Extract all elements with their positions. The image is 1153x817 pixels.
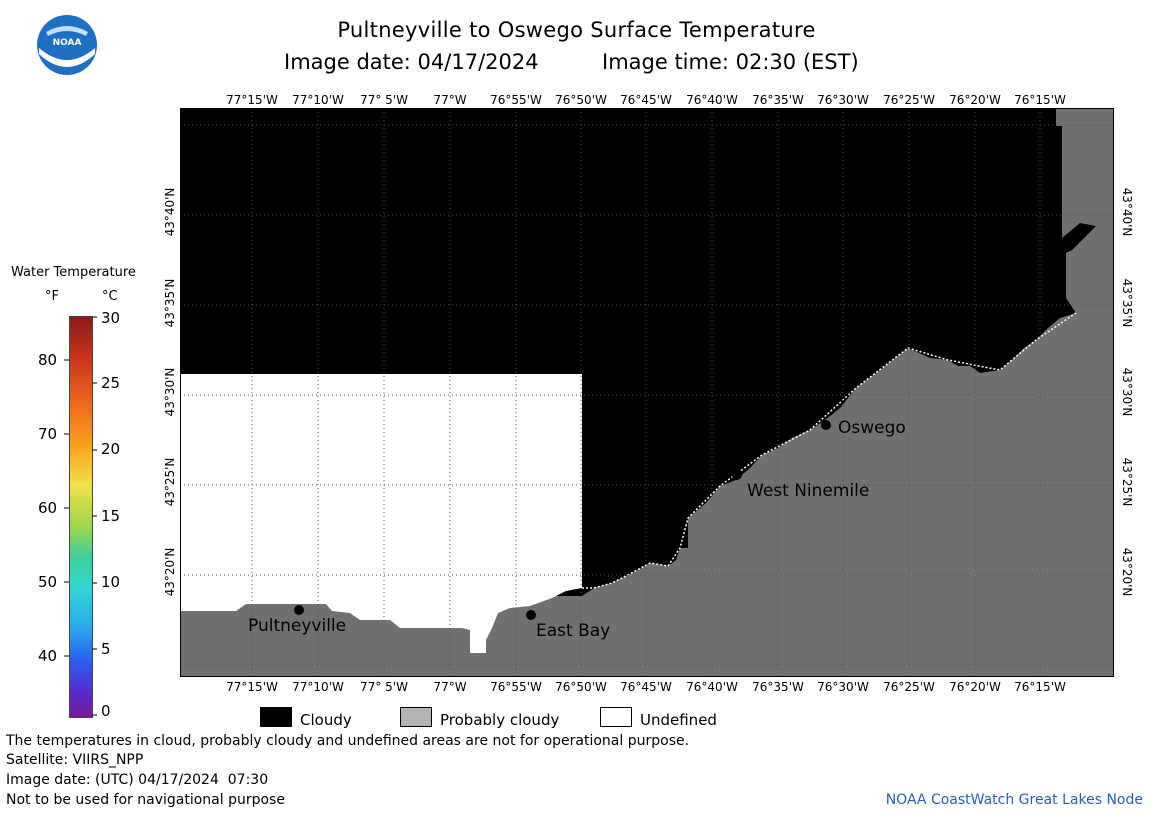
lon-label-bottom: 76°30'W <box>817 680 869 694</box>
scale-unit-c: °C <box>102 289 118 304</box>
temperature-color-bar <box>69 316 93 718</box>
lon-label-top: 77°15'W <box>226 93 278 107</box>
lon-label-bottom: 77°W <box>433 680 467 694</box>
scale-c-tick: 30 <box>101 309 121 327</box>
scale-c-tick: 25 <box>101 374 121 392</box>
satellite-text: Satellite: VIIRS_NPP <box>6 752 144 768</box>
lon-label-top: 77° 5'W <box>360 93 408 107</box>
map-area <box>180 108 1114 677</box>
undefined-region <box>180 374 582 653</box>
image-time: Image time: 02:30 (EST) <box>602 50 859 74</box>
lon-label-bottom: 77°15'W <box>226 680 278 694</box>
lon-label-bottom: 77° 5'W <box>360 680 408 694</box>
lon-label-top: 76°45'W <box>620 93 672 107</box>
lon-label-top: 76°35'W <box>752 93 804 107</box>
lat-label-left: 43°20'N <box>163 547 177 597</box>
lat-label-left: 43°25'N <box>163 457 177 507</box>
lon-label-bottom: 76°15'W <box>1014 680 1066 694</box>
lon-label-top: 76°25'W <box>883 93 935 107</box>
scale-f-tick: 70 <box>38 425 58 443</box>
lat-label-right: 43°40'N <box>1120 187 1134 237</box>
utc-date-text: Image date: (UTC) 04/17/2024 07:30 <box>6 772 269 788</box>
lat-label-right: 43°35'N <box>1120 278 1134 328</box>
scale-ticks <box>64 316 97 716</box>
lon-label-top: 76°55'W <box>490 93 542 107</box>
lon-label-top: 76°15'W <box>1014 93 1066 107</box>
disclaimer-text: The temperatures in cloud, probably clou… <box>6 733 690 749</box>
lat-label-left: 43°30'N <box>163 367 177 417</box>
lon-label-top: 76°40'W <box>686 93 738 107</box>
lon-label-top: 76°30'W <box>817 93 869 107</box>
logo-text: NOAA <box>53 38 82 48</box>
key-label-probably-cloudy: Probably cloudy <box>440 711 560 729</box>
lon-label-bottom: 76°35'W <box>752 680 804 694</box>
lon-label-top: 77°10'W <box>292 93 344 107</box>
lon-label-top: 76°20'W <box>949 93 1001 107</box>
city-label-pultneyville: Pultneyville <box>248 616 347 636</box>
scale-c-tick: 20 <box>101 440 121 458</box>
credit-text: NOAA CoastWatch Great Lakes Node <box>885 792 1143 808</box>
city-marker-east-bay <box>526 610 536 620</box>
key-label-cloudy: Cloudy <box>300 711 352 729</box>
scale-f-tick: 40 <box>38 647 58 665</box>
lon-label-top: 77°W <box>433 93 467 107</box>
lon-label-bottom: 76°45'W <box>620 680 672 694</box>
scale-unit-f: °F <box>45 289 59 304</box>
lat-label-left: 43°35'N <box>163 278 177 328</box>
lon-label-bottom: 76°25'W <box>883 680 935 694</box>
image-date: Image date: 04/17/2024 <box>284 50 539 74</box>
lon-label-bottom: 76°55'W <box>490 680 542 694</box>
map-title: Pultneyville to Oswego Surface Temperatu… <box>337 18 816 42</box>
city-marker-oswego <box>821 420 831 430</box>
scale-f-tick: 60 <box>38 499 58 517</box>
lat-label-right: 43°20'N <box>1120 547 1134 597</box>
navigation-warning: Not to be used for navigational purpose <box>6 792 285 808</box>
city-label-west-ninemile: West Ninemile <box>747 481 870 501</box>
scale-f-tick: 80 <box>38 351 58 369</box>
lat-label-left: 43°40'N <box>163 187 177 237</box>
lon-label-bottom: 77°10'W <box>292 680 344 694</box>
scale-c-tick: 0 <box>101 702 111 720</box>
lat-label-right: 43°25'N <box>1120 457 1134 507</box>
key-swatch-undefined <box>600 707 632 727</box>
scale-c-tick: 15 <box>101 507 121 525</box>
scale-c-tick: 10 <box>101 573 121 591</box>
city-marker-west-ninemile <box>732 470 742 480</box>
city-label-east-bay: East Bay <box>536 621 611 641</box>
scale-f-tick: 50 <box>38 573 58 591</box>
scale-title: Water Temperature <box>11 265 136 280</box>
key-label-undefined: Undefined <box>640 711 717 729</box>
lon-label-bottom: 76°50'W <box>555 680 607 694</box>
lon-label-bottom: 76°40'W <box>686 680 738 694</box>
city-label-oswego: Oswego <box>838 418 906 438</box>
lon-label-bottom: 76°20'W <box>949 680 1001 694</box>
city-marker-pultneyville <box>294 605 304 615</box>
noaa-logo: NOAA <box>36 14 98 76</box>
lat-label-right: 43°30'N <box>1120 367 1134 417</box>
key-swatch-probably-cloudy <box>400 707 432 727</box>
scale-c-tick: 5 <box>101 640 111 658</box>
key-swatch-cloudy <box>260 707 292 727</box>
lon-label-top: 76°50'W <box>555 93 607 107</box>
